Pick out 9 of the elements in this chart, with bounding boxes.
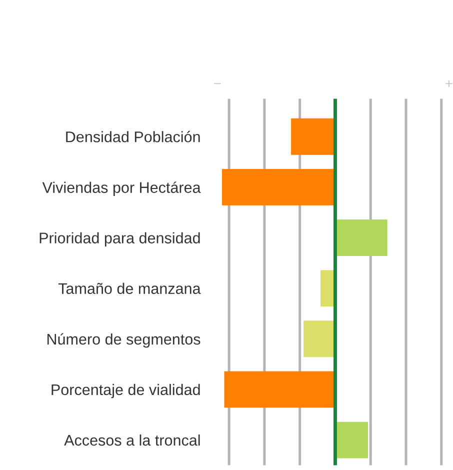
y-tick-label: Prioridad para densidad: [40, 232, 200, 246]
y-tick-label: Accesos a la troncal: [64, 434, 200, 446]
text: −: [214, 83, 221, 84]
y-tick-label: Porcentaje de vialidad: [52, 384, 200, 398]
y-tick-label: Densidad Población: [66, 130, 200, 142]
y-tick-label: Viviendas por Hectárea: [42, 182, 201, 196]
y-tick-label: Tamaño de manzana: [58, 282, 201, 294]
y-tick-label: Número de segmentos: [47, 333, 200, 348]
text: +: [446, 80, 452, 88]
